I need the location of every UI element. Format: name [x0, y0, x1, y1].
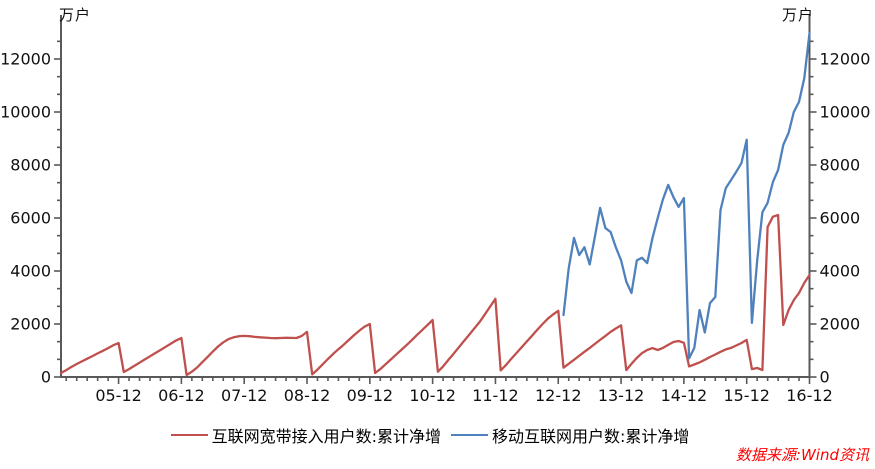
x-tick-label: 15-12 — [723, 386, 770, 405]
x-tick-label: 05-12 — [95, 386, 142, 405]
x-tick-label: 07-12 — [221, 386, 268, 405]
x-tick-label: 11-12 — [472, 386, 519, 405]
legend-label-broadband: 互联网宽带接入用户数:累计净增 — [211, 427, 441, 446]
y-tick-label-right: 12000 — [820, 50, 871, 69]
x-tick-label: 09-12 — [347, 386, 394, 405]
series-mobile-line — [562, 31, 811, 360]
y-tick-label-left: 6000 — [10, 209, 51, 228]
y-tick-label-left: 8000 — [10, 156, 51, 175]
x-tick-label: 08-12 — [284, 386, 331, 405]
legend-line-swatch-red — [170, 434, 208, 436]
legend-line-swatch-blue — [451, 434, 488, 436]
y-tick-label-right: 8000 — [820, 156, 861, 175]
x-tick-label: 16-12 — [786, 386, 833, 405]
y-tick-label-right: 10000 — [820, 103, 871, 122]
x-tick-label: 13-12 — [598, 386, 645, 405]
y-tick-label-left: 2000 — [10, 315, 51, 334]
y-tick-label-right: 6000 — [820, 209, 861, 228]
y-tick-label-left: 10000 — [0, 103, 51, 122]
y-axis-unit-label-left: 万户 — [59, 6, 92, 24]
y-tick-label-right: 2000 — [820, 315, 861, 334]
legend-item-mobile: 移动互联网用户数:累计净增 — [451, 423, 689, 447]
x-tick-label: 06-12 — [158, 386, 205, 405]
chart-legend: 互联网宽带接入用户数:累计净增 移动互联网用户数:累计净增 — [0, 423, 860, 447]
y-tick-label-left: 0 — [41, 368, 51, 387]
series-broadband-line — [59, 213, 811, 377]
y-axis-unit-label-right: 万户 — [782, 6, 815, 24]
x-tick-label: 12-12 — [535, 386, 582, 405]
y-tick-label-right: 4000 — [820, 262, 861, 281]
y-tick-label-left: 12000 — [0, 50, 51, 69]
data-source-note: 数据来源:Wind资讯 — [735, 446, 869, 464]
legend-item-broadband: 互联网宽带接入用户数:累计净增 — [170, 423, 441, 447]
y-tick-label-left: 4000 — [10, 262, 51, 281]
x-tick-label: 14-12 — [661, 386, 708, 405]
legend-label-mobile: 移动互联网用户数:累计净增 — [492, 427, 690, 446]
y-tick-label-right: 0 — [820, 368, 830, 387]
x-tick-label: 10-12 — [409, 386, 456, 405]
